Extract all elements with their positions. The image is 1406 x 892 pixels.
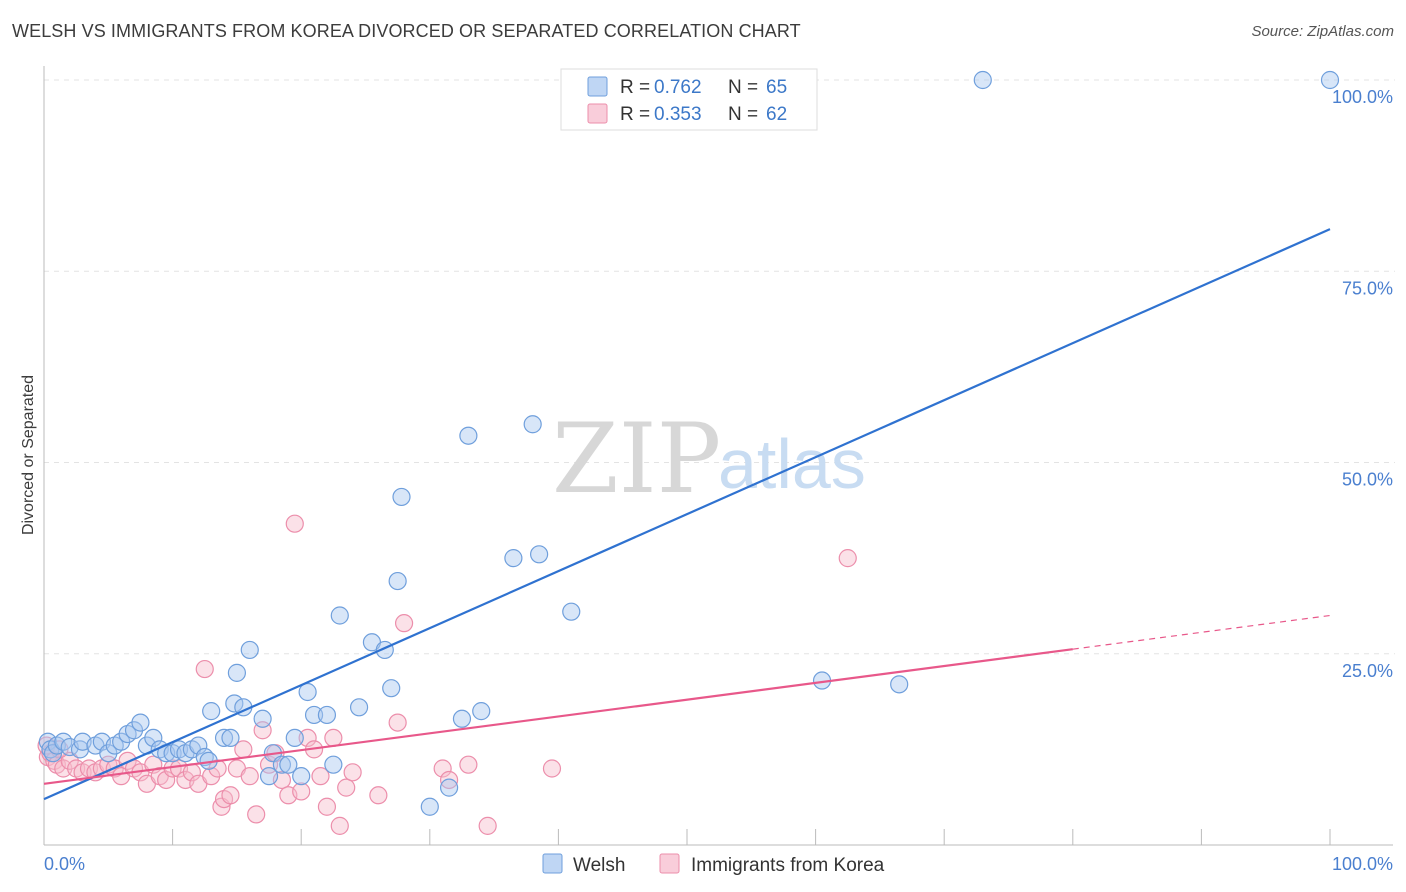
welsh-point	[330, 606, 349, 625]
welsh-point	[189, 736, 208, 755]
legend-r-label-welsh: R =	[620, 77, 650, 98]
korea-point	[337, 778, 356, 797]
legend-r-value-welsh: 0.762	[654, 77, 702, 98]
korea-point	[247, 805, 266, 824]
welsh-point	[221, 728, 240, 748]
korea-point	[433, 759, 452, 778]
korea-point	[459, 755, 478, 774]
korea-point	[285, 514, 304, 533]
x-tick-label-min: 0.0%	[44, 854, 85, 874]
welsh-point	[317, 705, 337, 725]
welsh-point	[253, 709, 272, 728]
korea-point	[298, 728, 317, 748]
korea-point	[369, 786, 388, 805]
welsh-point	[304, 705, 324, 725]
bottom-legend-korea: Immigrants from Korea	[691, 855, 885, 876]
korea-point	[343, 763, 362, 782]
y-tick-label: 25.0%	[1342, 661, 1393, 681]
bottom-legend-swatch-korea	[659, 853, 680, 874]
korea-trend-line-extension	[1072, 614, 1331, 650]
legend-n-value-korea: 62	[766, 104, 787, 125]
welsh-point	[439, 778, 459, 797]
korea-points	[37, 514, 857, 835]
korea-point	[157, 770, 176, 790]
top-legend: R = 0.762 N = 65 R = 0.353 N = 62	[560, 68, 818, 131]
watermark-zip: ZIP	[552, 403, 721, 515]
welsh-point	[420, 797, 439, 816]
welsh-point	[349, 698, 369, 717]
welsh-point	[144, 728, 163, 748]
welsh-point	[890, 675, 909, 694]
legend-n-value-welsh: 65	[766, 77, 787, 98]
welsh-point	[973, 70, 992, 90]
welsh-point	[272, 755, 292, 774]
welsh-point	[459, 426, 478, 445]
korea-point	[240, 767, 259, 786]
korea-point	[542, 759, 562, 778]
welsh-point	[240, 640, 259, 660]
welsh-point	[214, 728, 234, 748]
x-tick-label-max: 100.0%	[1332, 854, 1393, 874]
welsh-point	[131, 713, 150, 732]
bottom-legend-welsh: Welsh	[573, 855, 625, 876]
korea-point	[388, 713, 407, 732]
legend-swatch-korea	[587, 103, 608, 124]
y-tick-label: 50.0%	[1342, 470, 1393, 490]
korea-point	[394, 614, 414, 633]
y-tick-labels: 25.0% 50.0% 75.0% 100.0%	[1332, 87, 1393, 681]
grid	[44, 79, 1395, 655]
korea-point	[317, 797, 337, 816]
welsh-point	[504, 549, 523, 568]
korea-point	[292, 782, 311, 801]
welsh-point	[388, 571, 407, 591]
welsh-point	[285, 728, 304, 748]
welsh-point	[392, 487, 411, 507]
welsh-point	[530, 545, 549, 564]
korea-point	[330, 816, 349, 835]
legend-n-label-welsh: N =	[728, 77, 758, 98]
bottom-legend: Welsh Immigrants from Korea	[542, 853, 885, 876]
welsh-point	[227, 663, 246, 682]
welsh-point	[292, 767, 311, 786]
welsh-point	[225, 694, 244, 713]
welsh-point	[324, 755, 343, 774]
legend-n-label-korea: N =	[728, 104, 758, 125]
welsh-point	[562, 602, 581, 621]
welsh-point	[472, 702, 491, 721]
legend-r-value-korea: 0.353	[654, 104, 702, 125]
welsh-point	[452, 709, 472, 728]
korea-trend-line	[43, 648, 1073, 785]
source-label: Source: ZipAtlas.com	[1251, 23, 1394, 40]
axes	[43, 66, 1393, 846]
welsh-point	[298, 682, 317, 702]
welsh-point	[202, 702, 221, 721]
korea-point	[478, 816, 497, 835]
watermark: ZIP atlas	[552, 403, 866, 515]
legend-r-label-korea: R =	[620, 104, 650, 125]
welsh-trend-line	[43, 228, 1331, 801]
welsh-point	[523, 415, 542, 434]
korea-point	[311, 767, 330, 786]
korea-point	[195, 659, 214, 679]
welsh-point	[1320, 70, 1340, 90]
korea-point	[221, 786, 240, 805]
y-tick-label: 75.0%	[1342, 278, 1393, 298]
korea-point	[324, 728, 343, 748]
y-tick-label: 100.0%	[1332, 87, 1393, 107]
welsh-point	[382, 679, 401, 698]
y-axis-label: Divorced or Separated	[20, 375, 37, 535]
chart-title: WELSH VS IMMIGRANTS FROM KOREA DIVORCED …	[12, 21, 801, 41]
welsh-point	[279, 755, 298, 774]
korea-point	[439, 770, 459, 790]
korea-point	[838, 549, 857, 568]
legend-swatch-welsh	[587, 76, 608, 97]
trend-lines	[43, 228, 1331, 801]
welsh-point	[259, 767, 279, 786]
bottom-legend-swatch-welsh	[542, 853, 563, 874]
